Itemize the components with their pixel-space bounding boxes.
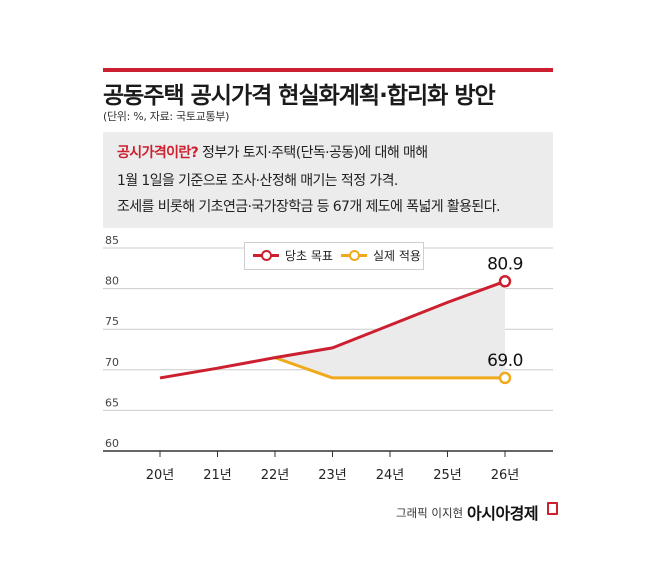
x-tick-label: 21년 <box>203 468 232 483</box>
x-tick-label: 22년 <box>261 468 290 483</box>
series-line-actual <box>274 356 505 380</box>
legend-label-target: 당초 목표 <box>285 249 333 263</box>
x-tick-label: 25년 <box>433 468 462 483</box>
x-tick-label: 20년 <box>146 468 175 483</box>
definition-term: 공시가격이란? <box>117 145 199 161</box>
brand-mark-icon <box>547 502 558 515</box>
data-label: 69.0 <box>487 351 523 371</box>
y-tick-label: 60 <box>105 437 119 450</box>
gap-area <box>275 281 505 378</box>
definition-line-3: 조세를 비롯해 기초연금·국가장학금 등 67개 제도에 폭넓게 활용된다. <box>117 199 500 215</box>
y-tick-label: 80 <box>105 275 119 288</box>
legend-item-actual: 실제 적용 <box>341 247 421 264</box>
y-tick-label: 75 <box>105 315 119 328</box>
legend-item-target: 당초 목표 <box>253 247 333 264</box>
chart-legend: 당초 목표 실제 적용 <box>244 242 424 270</box>
brand-logo: 아시아경제 <box>467 504 539 523</box>
definition-line-2: 1월 1일을 기준으로 조사·산정해 매기는 적정 가격. <box>117 173 398 189</box>
x-tick-label: 24년 <box>376 468 405 483</box>
legend-swatch-actual <box>341 250 367 261</box>
definition-text-1: 정부가 토지·주택(단독·공동)에 대해 매해 <box>198 145 428 161</box>
legend-swatch-target <box>253 250 279 261</box>
source-note: (단위: %, 자료: 국토교통부) <box>103 110 230 123</box>
x-tick-label: 26년 <box>491 468 520 483</box>
series-line-target <box>159 279 506 380</box>
page-title: 공동주택 공시가격 현실화계획·합리화 방안 <box>103 83 496 109</box>
legend-label-actual: 실제 적용 <box>373 249 421 263</box>
definition-box: 공시가격이란? 정부가 토지·주택(단독·공동)에 대해 매해 1월 1일을 기… <box>103 132 553 228</box>
graphic-credit: 그래픽 이지현 <box>396 506 464 520</box>
y-tick-label: 85 <box>105 234 119 247</box>
definition-line-1: 공시가격이란? 정부가 토지·주택(단독·공동)에 대해 매해 <box>117 142 428 162</box>
marker-actual-end <box>498 371 512 385</box>
data-label: 80.9 <box>487 254 523 274</box>
marker-target-end <box>498 275 512 288</box>
y-tick-label: 70 <box>105 356 119 369</box>
x-tick-label: 23년 <box>318 468 347 483</box>
y-tick-label: 65 <box>105 396 119 409</box>
title-accent-bar <box>103 68 553 72</box>
